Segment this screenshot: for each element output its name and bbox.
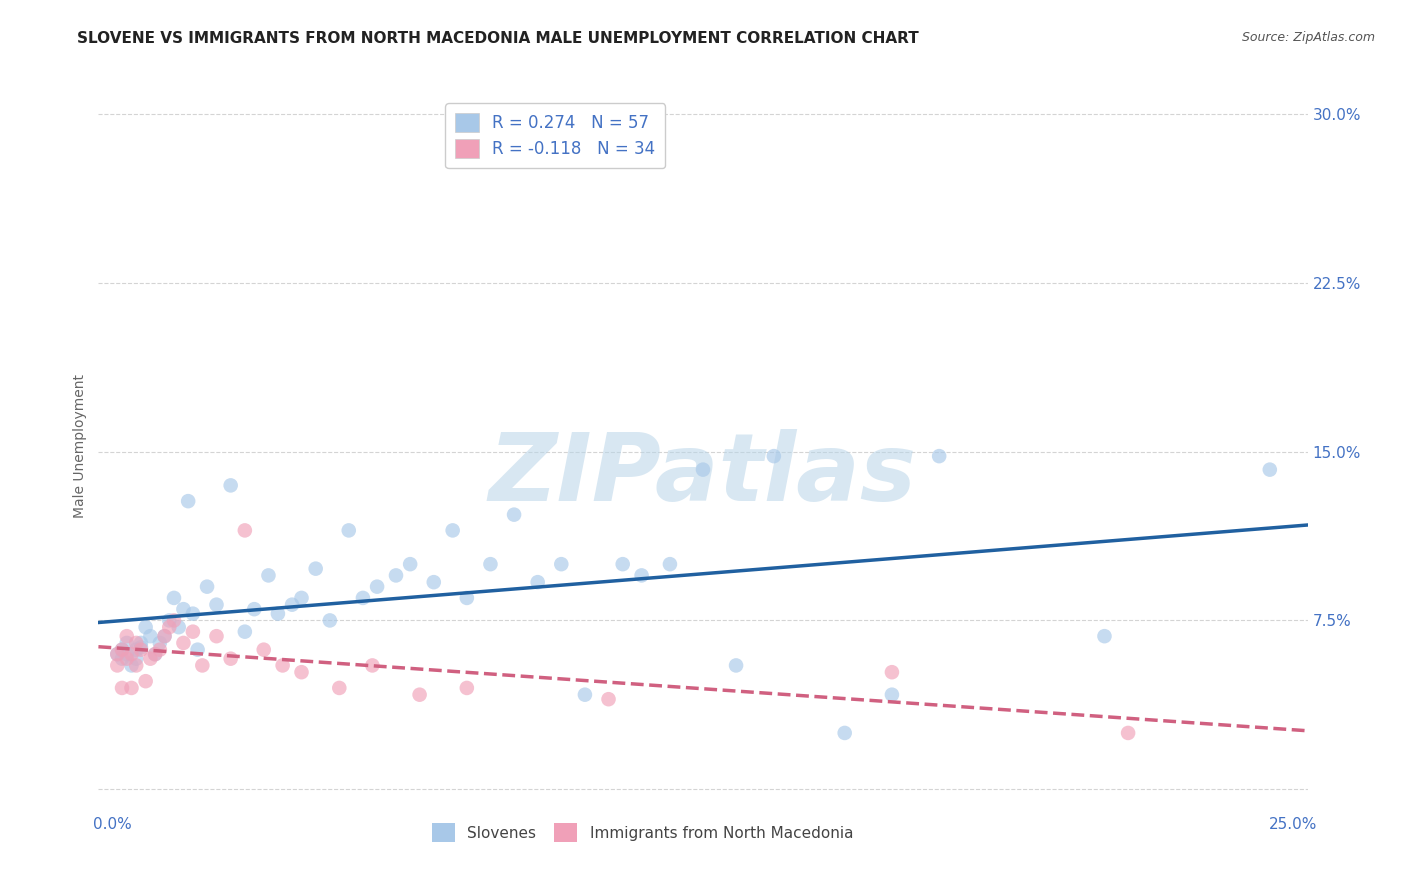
- Y-axis label: Male Unemployment: Male Unemployment: [73, 374, 87, 518]
- Legend: Slovenes, Immigrants from North Macedonia: Slovenes, Immigrants from North Macedoni…: [426, 817, 859, 848]
- Point: [612, 557, 634, 571]
- Point: [1116, 726, 1139, 740]
- Point: [115, 651, 138, 665]
- Point: [121, 658, 143, 673]
- Point: [233, 524, 256, 538]
- Point: [105, 647, 128, 661]
- Point: [181, 607, 204, 621]
- Point: [1094, 629, 1116, 643]
- Point: [143, 647, 166, 661]
- Point: [129, 642, 152, 657]
- Point: [139, 651, 162, 665]
- Point: [503, 508, 526, 522]
- Point: [195, 580, 218, 594]
- Point: [111, 651, 134, 665]
- Point: [361, 658, 384, 673]
- Point: [153, 629, 176, 643]
- Point: [692, 462, 714, 476]
- Point: [550, 557, 572, 571]
- Point: [153, 629, 176, 643]
- Point: [125, 636, 148, 650]
- Point: [352, 591, 374, 605]
- Point: [880, 665, 903, 680]
- Point: [163, 614, 186, 628]
- Point: [111, 642, 134, 657]
- Point: [399, 557, 422, 571]
- Point: [191, 658, 214, 673]
- Point: [479, 557, 502, 571]
- Point: [243, 602, 266, 616]
- Point: [115, 647, 138, 661]
- Point: [143, 647, 166, 661]
- Point: [219, 478, 242, 492]
- Point: [157, 614, 180, 628]
- Point: [630, 568, 652, 582]
- Point: [441, 524, 464, 538]
- Point: [319, 614, 342, 628]
- Point: [725, 658, 748, 673]
- Point: [125, 658, 148, 673]
- Text: SLOVENE VS IMMIGRANTS FROM NORTH MACEDONIA MALE UNEMPLOYMENT CORRELATION CHART: SLOVENE VS IMMIGRANTS FROM NORTH MACEDON…: [77, 31, 920, 46]
- Point: [115, 636, 138, 650]
- Point: [181, 624, 204, 639]
- Point: [337, 524, 360, 538]
- Point: [121, 647, 143, 661]
- Point: [135, 674, 157, 689]
- Point: [1258, 462, 1281, 476]
- Point: [658, 557, 681, 571]
- Point: [928, 449, 950, 463]
- Point: [253, 642, 276, 657]
- Point: [115, 629, 138, 643]
- Point: [305, 562, 328, 576]
- Point: [271, 658, 294, 673]
- Point: [408, 688, 430, 702]
- Point: [149, 636, 172, 650]
- Point: [105, 647, 128, 661]
- Point: [177, 494, 200, 508]
- Point: [526, 575, 548, 590]
- Point: [187, 642, 209, 657]
- Point: [456, 681, 478, 695]
- Point: [762, 449, 785, 463]
- Point: [121, 681, 143, 695]
- Point: [267, 607, 290, 621]
- Point: [135, 620, 157, 634]
- Point: [281, 598, 304, 612]
- Point: [149, 642, 172, 657]
- Text: Source: ZipAtlas.com: Source: ZipAtlas.com: [1241, 31, 1375, 45]
- Point: [290, 665, 312, 680]
- Point: [328, 681, 350, 695]
- Point: [105, 658, 128, 673]
- Point: [219, 651, 242, 665]
- Point: [205, 598, 228, 612]
- Point: [205, 629, 228, 643]
- Point: [111, 681, 134, 695]
- Point: [366, 580, 388, 594]
- Point: [125, 642, 148, 657]
- Point: [172, 602, 194, 616]
- Point: [598, 692, 620, 706]
- Point: [125, 651, 148, 665]
- Point: [423, 575, 446, 590]
- Point: [111, 642, 134, 657]
- Point: [456, 591, 478, 605]
- Point: [834, 726, 856, 740]
- Point: [172, 636, 194, 650]
- Point: [139, 629, 162, 643]
- Point: [290, 591, 312, 605]
- Text: ZIPatlas: ZIPatlas: [489, 429, 917, 521]
- Point: [574, 688, 596, 702]
- Point: [163, 591, 186, 605]
- Point: [157, 620, 180, 634]
- Point: [385, 568, 408, 582]
- Point: [233, 624, 256, 639]
- Point: [257, 568, 280, 582]
- Point: [167, 620, 190, 634]
- Point: [129, 636, 152, 650]
- Point: [129, 640, 152, 655]
- Point: [880, 688, 903, 702]
